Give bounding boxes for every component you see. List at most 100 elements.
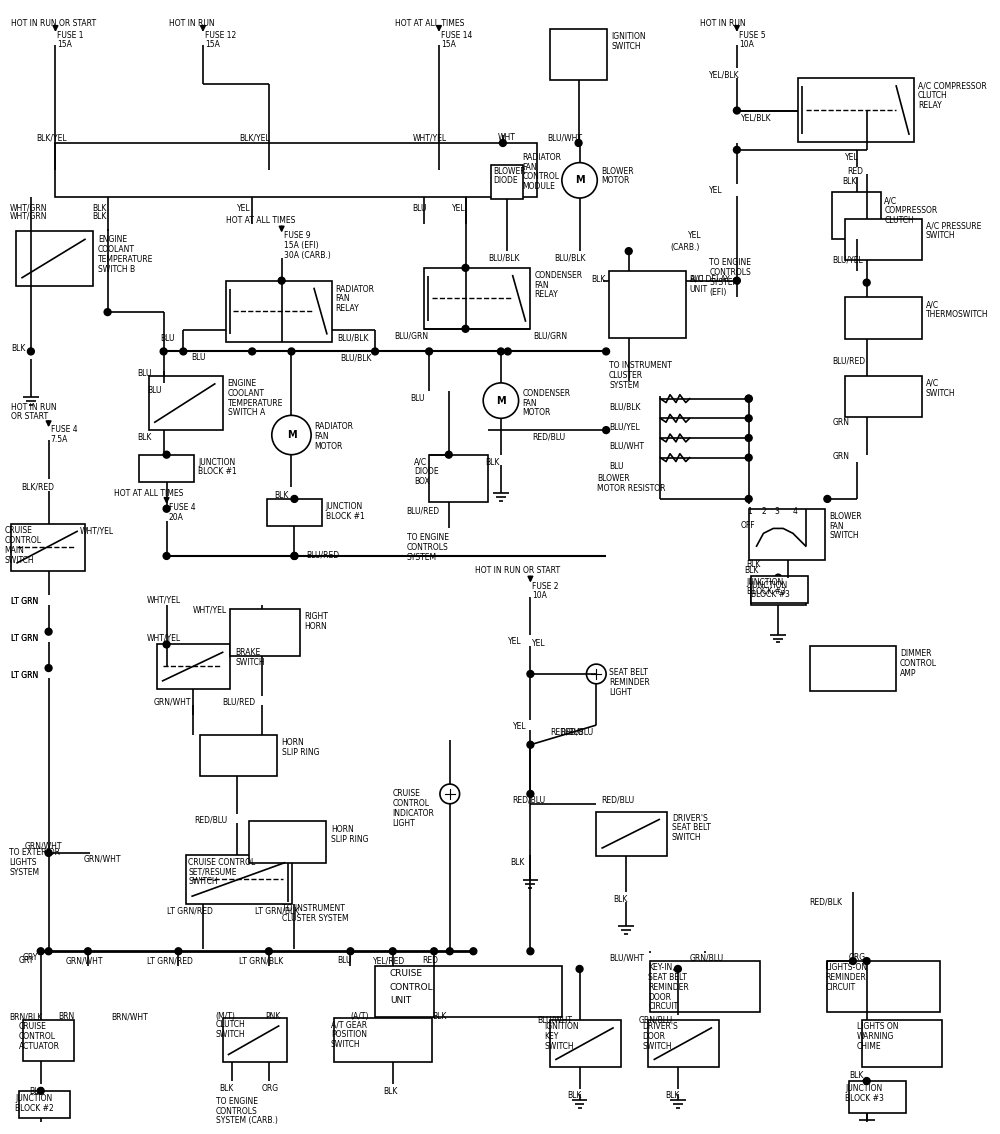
Text: SYSTEM: SYSTEM bbox=[609, 381, 639, 390]
Text: LT GRN/BLK: LT GRN/BLK bbox=[239, 956, 284, 965]
Text: LT GRN/RED: LT GRN/RED bbox=[147, 956, 193, 965]
Text: M: M bbox=[287, 430, 296, 440]
Text: ACTUATOR: ACTUATOR bbox=[19, 1042, 60, 1051]
Text: FUSE 1: FUSE 1 bbox=[57, 31, 84, 40]
Text: BLK: BLK bbox=[29, 1088, 43, 1095]
Circle shape bbox=[499, 139, 506, 146]
Text: BLU/RED: BLU/RED bbox=[407, 507, 440, 516]
Text: DIODE: DIODE bbox=[414, 467, 439, 476]
Text: WHT/YEL: WHT/YEL bbox=[147, 634, 181, 643]
Bar bbox=[223, 1018, 287, 1063]
Text: SWITCH: SWITCH bbox=[926, 389, 955, 398]
Text: WHT/YEL: WHT/YEL bbox=[193, 606, 227, 615]
Text: SYSTEM (CARB.): SYSTEM (CARB.) bbox=[216, 1117, 278, 1125]
Text: BRN/BLK: BRN/BLK bbox=[9, 1013, 43, 1022]
Text: BOX: BOX bbox=[414, 477, 430, 486]
Circle shape bbox=[272, 415, 311, 455]
Text: A/C: A/C bbox=[884, 196, 898, 205]
Text: 2: 2 bbox=[761, 507, 766, 516]
Text: BLK/RED: BLK/RED bbox=[21, 482, 54, 491]
Circle shape bbox=[440, 784, 460, 804]
Text: RADIATOR: RADIATOR bbox=[336, 285, 375, 294]
Text: BLK/YEL: BLK/YEL bbox=[36, 133, 66, 142]
Bar bbox=[249, 821, 326, 863]
Text: M: M bbox=[575, 176, 584, 185]
Bar bbox=[149, 376, 223, 430]
Text: DOOR: DOOR bbox=[648, 992, 671, 1001]
Text: AMP: AMP bbox=[900, 669, 917, 678]
Text: 15A: 15A bbox=[57, 40, 72, 49]
Text: DOOR: DOOR bbox=[642, 1032, 665, 1041]
Text: BLK: BLK bbox=[11, 344, 26, 353]
Text: OR START: OR START bbox=[11, 413, 48, 422]
Bar bbox=[550, 28, 607, 81]
Circle shape bbox=[527, 948, 534, 955]
Text: BLK: BLK bbox=[567, 1091, 581, 1100]
Text: GRY: GRY bbox=[19, 956, 34, 965]
Circle shape bbox=[288, 348, 295, 355]
Bar bbox=[648, 1021, 719, 1067]
Text: BLOCK #2: BLOCK #2 bbox=[15, 1103, 54, 1112]
Bar bbox=[16, 231, 93, 286]
Text: 10A: 10A bbox=[532, 591, 547, 600]
Text: BLOWER: BLOWER bbox=[493, 167, 526, 176]
Circle shape bbox=[863, 279, 870, 286]
Circle shape bbox=[163, 641, 170, 648]
Text: FAN: FAN bbox=[534, 280, 549, 289]
Text: LT GRN/RED: LT GRN/RED bbox=[167, 907, 212, 916]
Bar bbox=[862, 1021, 942, 1067]
Circle shape bbox=[37, 1088, 44, 1094]
Bar bbox=[650, 962, 760, 1013]
Text: BLK: BLK bbox=[613, 895, 627, 904]
Bar bbox=[749, 509, 825, 560]
Text: ORG: ORG bbox=[262, 1084, 279, 1093]
Circle shape bbox=[745, 395, 752, 403]
Circle shape bbox=[745, 395, 752, 403]
Text: 15A: 15A bbox=[205, 40, 220, 49]
Text: LT GRN: LT GRN bbox=[11, 634, 38, 643]
Text: SWITCH: SWITCH bbox=[235, 658, 265, 667]
Text: BLK: BLK bbox=[92, 212, 106, 221]
Text: RED/BLU: RED/BLU bbox=[532, 432, 565, 441]
Bar bbox=[226, 280, 332, 341]
Text: SWITCH: SWITCH bbox=[926, 231, 955, 240]
Text: IGNITION: IGNITION bbox=[611, 32, 646, 41]
Text: BLU: BLU bbox=[690, 274, 704, 284]
Circle shape bbox=[576, 965, 583, 972]
Text: (EFI): (EFI) bbox=[709, 288, 727, 296]
Text: FUSE 12: FUSE 12 bbox=[205, 31, 236, 40]
Text: YEL/BLK: YEL/BLK bbox=[709, 70, 740, 79]
Text: HOT IN RUN OR START: HOT IN RUN OR START bbox=[11, 19, 96, 28]
Text: RED/BLU: RED/BLU bbox=[513, 796, 546, 805]
Circle shape bbox=[446, 948, 453, 955]
Text: CLUSTER SYSTEM: CLUSTER SYSTEM bbox=[282, 914, 348, 923]
Circle shape bbox=[483, 383, 519, 418]
Text: TO INSTRUMENT: TO INSTRUMENT bbox=[282, 904, 345, 913]
Text: GRN/WHT: GRN/WHT bbox=[154, 697, 191, 706]
Text: BLK: BLK bbox=[383, 1088, 397, 1095]
Circle shape bbox=[733, 277, 740, 285]
Text: COOLANT: COOLANT bbox=[228, 389, 265, 398]
Text: CONTROL: CONTROL bbox=[393, 798, 430, 807]
Text: RED: RED bbox=[422, 956, 438, 965]
Bar bbox=[424, 268, 530, 329]
Text: BRN: BRN bbox=[58, 1013, 75, 1022]
Text: INDICATOR: INDICATOR bbox=[393, 809, 435, 818]
Bar bbox=[596, 812, 667, 856]
Text: BLU/YEL: BLU/YEL bbox=[609, 422, 640, 431]
Text: WHT/GRN: WHT/GRN bbox=[9, 212, 47, 221]
Text: BLU/YEL: BLU/YEL bbox=[832, 255, 863, 264]
Circle shape bbox=[863, 957, 870, 965]
Circle shape bbox=[497, 348, 504, 355]
Text: SEAT BELT: SEAT BELT bbox=[648, 973, 687, 982]
Text: UNIT: UNIT bbox=[390, 997, 411, 1006]
Circle shape bbox=[863, 1077, 870, 1084]
Circle shape bbox=[674, 965, 681, 972]
Text: RIGHT: RIGHT bbox=[304, 612, 328, 621]
Bar bbox=[827, 962, 940, 1013]
Text: YEL: YEL bbox=[845, 153, 859, 162]
Text: BLK: BLK bbox=[591, 274, 606, 284]
Text: TO ENGINE: TO ENGINE bbox=[407, 533, 449, 542]
Circle shape bbox=[291, 552, 298, 559]
Bar bbox=[429, 455, 488, 502]
